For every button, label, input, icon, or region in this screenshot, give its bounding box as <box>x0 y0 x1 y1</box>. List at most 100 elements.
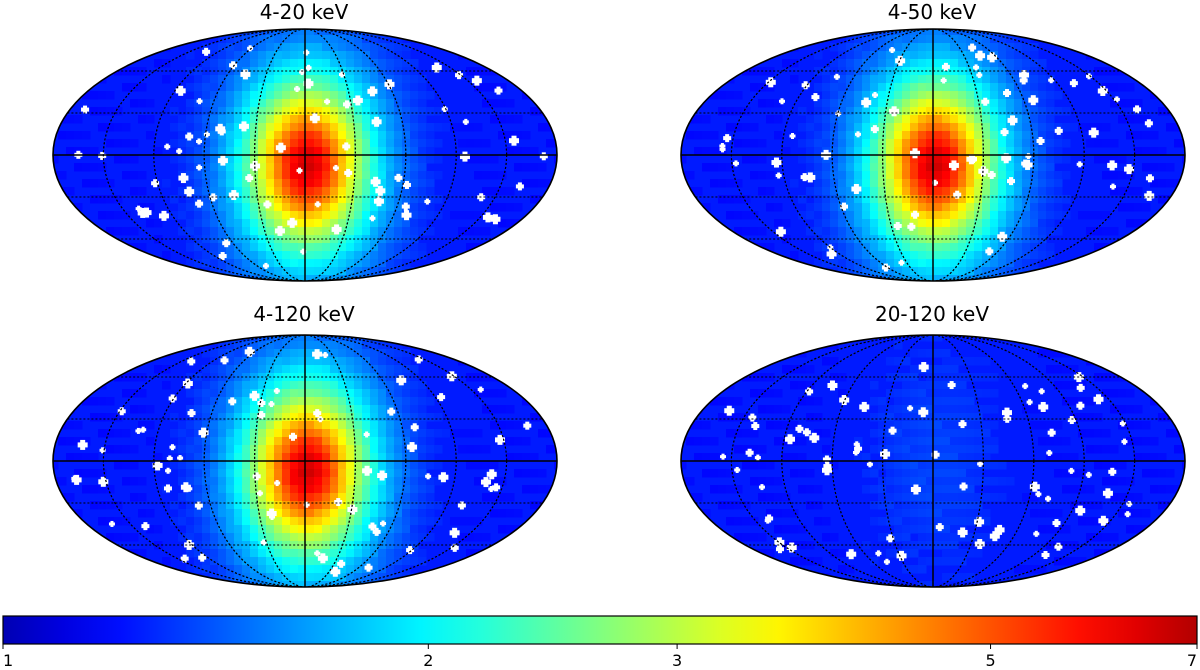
sky-pixel <box>918 123 927 132</box>
sky-pixel <box>958 445 967 454</box>
sky-pixel <box>942 259 951 268</box>
sky-pixel <box>202 187 211 196</box>
masked-source-pixel <box>240 69 251 80</box>
masked-source-pixel <box>303 49 310 56</box>
sky-pixel <box>1158 163 1167 172</box>
sky-pixel <box>902 565 911 574</box>
sky-pixel <box>950 147 959 156</box>
sky-pixel <box>958 429 967 438</box>
sky-pixel <box>710 485 719 494</box>
sky-pixel <box>186 163 195 172</box>
sky-pixel <box>482 171 491 180</box>
sky-pixel <box>226 227 235 236</box>
sky-pixel <box>918 493 927 502</box>
sky-pixel <box>338 533 347 542</box>
sky-pixel <box>290 445 299 454</box>
sky-pixel <box>1006 123 1015 132</box>
sky-pixel <box>394 493 403 502</box>
sky-pixel <box>274 83 283 92</box>
sky-pixel <box>894 147 903 156</box>
sky-pixel <box>894 533 903 542</box>
masked-source-pixel <box>187 357 196 366</box>
sky-pixel <box>710 91 719 100</box>
masked-source-pixel <box>1007 177 1016 186</box>
sky-pixel <box>1078 517 1087 526</box>
sky-pixel <box>950 501 959 510</box>
sky-pixel <box>306 485 315 494</box>
sky-pixel <box>402 75 411 84</box>
sky-pixel <box>686 437 695 446</box>
sky-pixel <box>982 187 991 196</box>
sky-pixel <box>274 557 283 566</box>
sky-pixel <box>482 83 491 92</box>
sky-pixel <box>854 75 863 84</box>
sky-pixel <box>734 533 743 542</box>
sky-pixel <box>694 131 703 140</box>
sky-pixel <box>250 203 259 212</box>
sky-pixel <box>1158 107 1167 116</box>
sky-pixel <box>902 525 911 534</box>
sky-pixel <box>490 155 499 164</box>
sky-pixel <box>218 59 227 68</box>
masked-source-pixel <box>822 465 833 476</box>
sky-pixel <box>726 397 735 406</box>
sky-pixel <box>934 397 943 406</box>
sky-pixel <box>474 211 483 220</box>
masked-source-pixel <box>1054 542 1063 551</box>
sky-pixel <box>306 275 315 281</box>
sky-pixel <box>1022 131 1031 140</box>
sky-pixel <box>322 35 331 44</box>
sky-pixel <box>98 107 107 116</box>
sky-pixel <box>346 413 355 422</box>
sky-pixel <box>386 259 395 268</box>
sky-pixel <box>338 107 347 116</box>
sky-pixel <box>202 445 211 454</box>
sky-pixel <box>902 35 911 44</box>
sky-pixel <box>838 83 847 92</box>
masked-source-pixel <box>446 371 457 382</box>
sky-pixel <box>314 581 323 587</box>
sky-pixel <box>322 163 331 172</box>
sky-pixel <box>66 493 75 502</box>
sky-pixel <box>982 405 991 414</box>
sky-pixel <box>734 139 743 148</box>
sky-pixel <box>194 251 203 260</box>
sky-pixel <box>386 461 395 470</box>
sky-pixel <box>958 493 967 502</box>
sky-pixel <box>98 91 107 100</box>
sky-pixel <box>870 445 879 454</box>
sky-pixel <box>242 517 251 526</box>
sky-pixel <box>1134 131 1143 140</box>
sky-pixel <box>210 357 219 366</box>
sky-pixel <box>402 453 411 462</box>
sky-pixel <box>266 461 275 470</box>
sky-pixel <box>122 123 131 132</box>
sky-pixel <box>210 99 219 108</box>
sky-pixel <box>1126 389 1135 398</box>
sky-pixel <box>394 429 403 438</box>
sky-pixel <box>210 429 219 438</box>
sky-pixel <box>338 461 347 470</box>
sky-pixel <box>490 203 499 212</box>
sky-pixel <box>186 219 195 228</box>
sky-pixel <box>798 469 807 478</box>
sky-pixel <box>138 421 147 430</box>
sky-pixel <box>210 203 219 212</box>
sky-pixel <box>1014 227 1023 236</box>
sky-pixel <box>330 469 339 478</box>
sky-pixel <box>958 477 967 486</box>
sky-pixel <box>942 405 951 414</box>
sky-pixel <box>306 107 315 116</box>
sky-pixel <box>266 43 275 52</box>
sky-pixel <box>870 99 879 108</box>
sky-pixel <box>266 445 275 454</box>
sky-pixel <box>418 517 427 526</box>
sky-pixel <box>210 477 219 486</box>
masked-source-pixel <box>801 81 810 90</box>
sky-pixel <box>838 179 847 188</box>
sky-pixel <box>402 445 411 454</box>
sky-pixel <box>806 147 815 156</box>
sky-pixel <box>934 259 943 268</box>
sky-pixel <box>354 389 363 398</box>
sky-pixel <box>878 267 887 276</box>
